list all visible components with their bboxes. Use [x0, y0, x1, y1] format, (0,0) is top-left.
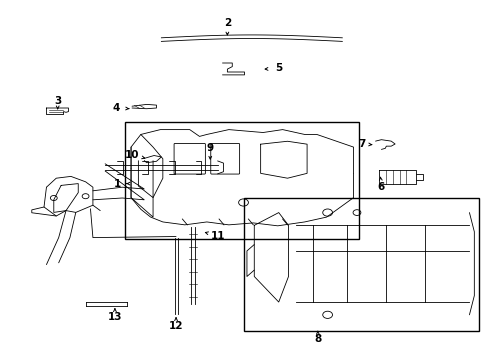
Text: 9: 9 — [206, 143, 213, 153]
Text: 4: 4 — [112, 103, 120, 113]
Text: 7: 7 — [357, 139, 365, 149]
Bar — [244, 198, 478, 331]
Text: 10: 10 — [124, 150, 139, 160]
Text: 5: 5 — [275, 63, 282, 73]
Text: 6: 6 — [377, 182, 384, 192]
Text: 12: 12 — [168, 321, 183, 331]
Text: 8: 8 — [314, 334, 321, 344]
Text: 1: 1 — [114, 179, 121, 189]
Bar — [124, 122, 359, 239]
Text: 3: 3 — [54, 96, 61, 106]
Text: 2: 2 — [224, 18, 230, 28]
Text: 13: 13 — [107, 312, 122, 322]
Text: 11: 11 — [210, 231, 224, 241]
